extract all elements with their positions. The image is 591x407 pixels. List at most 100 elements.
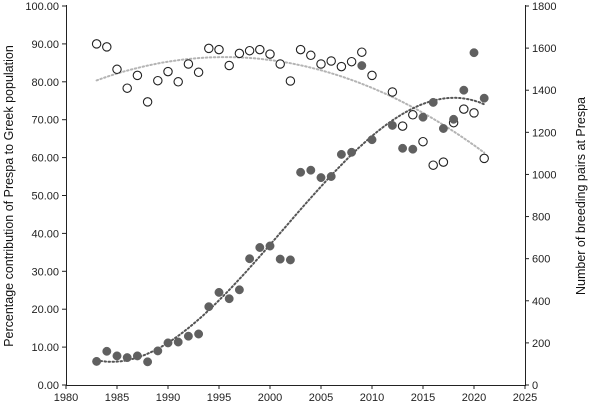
percentage-point: [153, 75, 163, 86]
left-y-tick-label: 0.00: [38, 380, 59, 392]
breeding-pairs-point: [245, 254, 255, 264]
percentage-point: [295, 44, 306, 55]
percentage-point: [142, 97, 153, 107]
axis-ticks: 1980 1985 1990 1995 2000 2005 2010 2015 2020 2025…: [25, 1, 556, 404]
percentage-point: [459, 104, 469, 114]
percentage-point: [346, 56, 357, 67]
breeding-pairs-point: [296, 167, 306, 177]
percentage-point: [244, 45, 255, 56]
right-y-tick-label: 0: [532, 380, 538, 392]
percentage-point: [265, 49, 275, 59]
breeding-pairs-trend-line: [95, 96, 486, 363]
percentage-point: [122, 83, 132, 93]
breeding-pairs-point: [153, 346, 163, 356]
percentage-point: [275, 59, 285, 69]
percentage-point: [316, 59, 326, 69]
breeding-pairs-point: [214, 287, 224, 297]
x-tick-label: 2005: [309, 392, 333, 404]
percentage-point: [428, 160, 438, 170]
data-points: [91, 39, 489, 367]
percentage-point: [367, 70, 377, 81]
x-tick-label: 1985: [105, 392, 129, 404]
breeding-pairs-point: [449, 114, 459, 124]
percentage-point: [357, 47, 367, 57]
breeding-pairs-point: [183, 331, 193, 341]
percentage-point: [285, 76, 296, 86]
right-y-tick-label: 1200: [532, 127, 556, 139]
trend-lines: [95, 56, 486, 363]
breeding-pairs-point: [122, 353, 132, 363]
breeding-pairs-point: [418, 112, 428, 122]
breeding-pairs-point: [479, 93, 489, 103]
right-y-tick-label: 200: [532, 338, 550, 350]
left-y-tick-label: 70.00: [31, 115, 59, 127]
right-y-tick-label: 1000: [532, 169, 556, 181]
left-y-tick-label: 30.00: [31, 266, 59, 278]
breeding-pairs-point: [275, 254, 285, 264]
breeding-pairs-point: [387, 120, 397, 130]
percentage-point: [479, 153, 489, 164]
x-tick-label: 2000: [258, 392, 282, 404]
breeding-pairs-point: [234, 285, 244, 295]
left-y-tick-label: 10.00: [31, 342, 59, 354]
breeding-pairs-point: [132, 351, 142, 361]
breeding-pairs-point: [306, 165, 316, 175]
breeding-pairs-point: [408, 144, 418, 154]
percentage-point: [387, 87, 398, 97]
breeding-pairs-point: [428, 97, 438, 107]
x-tick-label: 1995: [207, 392, 231, 404]
percentage-point: [408, 110, 418, 120]
percentage-point: [234, 48, 245, 59]
breeding-pairs-point: [143, 357, 153, 367]
left-y-tick-label: 90.00: [31, 39, 59, 51]
percentage-point: [469, 108, 479, 118]
breeding-pairs-point: [357, 61, 367, 71]
percentage-point: [326, 56, 336, 66]
x-tick-label: 2015: [411, 392, 435, 404]
x-tick-label: 2010: [360, 392, 384, 404]
breeding-pairs-point: [112, 351, 122, 361]
percentage-point: [418, 136, 428, 147]
percentage-point: [102, 42, 112, 52]
percentage-point: [306, 50, 316, 61]
x-tick-label: 1980: [54, 392, 78, 404]
breeding-pairs-point: [204, 302, 214, 312]
percentage-point: [224, 60, 234, 71]
breeding-pairs-point: [459, 85, 469, 95]
percentage-point: [163, 66, 173, 77]
percentage-point: [91, 39, 102, 49]
left-axis-title: Percentage contribution of Prespa to Gre…: [2, 45, 16, 347]
x-tick-label: 2020: [462, 392, 486, 404]
breeding-pairs-point: [265, 241, 275, 251]
left-y-tick-label: 40.00: [31, 228, 59, 240]
right-y-tick-label: 400: [532, 296, 550, 308]
percentage-point: [204, 43, 214, 54]
percentage-point: [397, 121, 408, 131]
breeding-pairs-point: [173, 337, 183, 347]
percentage-point: [183, 59, 194, 69]
left-y-tick-label: 100.00: [25, 1, 59, 13]
breeding-pairs-point: [367, 135, 377, 145]
percentage-point: [132, 70, 143, 81]
left-y-tick-label: 60.00: [31, 153, 59, 165]
breeding-pairs-point: [224, 294, 234, 304]
percentage-point: [112, 64, 122, 75]
right-y-tick-label: 1800: [532, 1, 556, 13]
breeding-pairs-point: [102, 346, 112, 356]
x-tick-label: 1990: [156, 392, 180, 404]
breeding-pairs-point: [194, 329, 204, 339]
breeding-pairs-point: [336, 149, 346, 159]
percentage-point: [336, 61, 347, 72]
breeding-pairs-point: [92, 356, 102, 366]
percentage-point: [173, 77, 183, 87]
breeding-pairs-point: [438, 124, 448, 133]
breeding-pairs-point: [469, 48, 479, 58]
percentage-point: [214, 44, 224, 55]
chart-axes: [66, 5, 526, 386]
breeding-pairs-point: [326, 172, 336, 181]
percentage-point: [438, 157, 449, 167]
breeding-pairs-point: [285, 255, 295, 265]
left-y-tick-label: 20.00: [31, 304, 59, 316]
right-y-tick-label: 1600: [532, 43, 556, 55]
x-tick-label: 2025: [513, 392, 537, 404]
